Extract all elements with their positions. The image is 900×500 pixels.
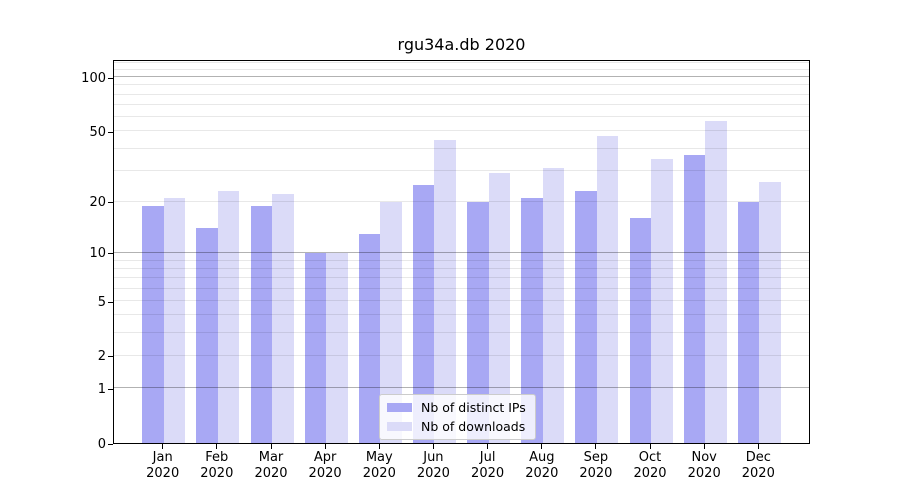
x-tick-label-line: 2020 (146, 466, 180, 481)
x-tick-label-dec-2020: Dec 2020 (730, 450, 786, 482)
x-tick-dec-2020 (757, 444, 759, 449)
y-tick-label-5: 5 (97, 294, 106, 310)
bar-downloads-feb-2020 (217, 191, 240, 443)
x-tick-label-may-2020: May 2020 (351, 450, 407, 482)
y-tick-label-20: 20 (89, 195, 106, 211)
x-tick-label-line: Apr (313, 450, 337, 465)
y-tick-10 (108, 253, 113, 255)
x-tick-label-jan-2020: Jan 2020 (135, 450, 191, 482)
x-tick-label-line: 2020 (741, 466, 775, 481)
bar-downloads-apr-2020 (326, 252, 348, 443)
bar-distinct-ips-apr-2020 (304, 252, 327, 443)
x-tick-label-oct-2020: Oct 2020 (622, 450, 678, 482)
x-tick-label-line: Oct (638, 450, 662, 465)
bar-downloads-aug-2020 (542, 168, 565, 443)
y-tick-label-1: 1 (97, 381, 106, 397)
x-tick-label-line: Jan (152, 450, 173, 465)
x-tick-mar-2020 (270, 444, 272, 449)
bar-downloads-jul-2020 (488, 173, 511, 443)
bar-downloads-jun-2020 (434, 139, 456, 443)
bar-downloads-may-2020 (380, 201, 402, 443)
x-tick-label-line: Feb (205, 450, 229, 465)
bar-distinct-ips-jul-2020 (467, 201, 489, 443)
bar-distinct-ips-nov-2020 (683, 154, 706, 443)
bar-distinct-ips-jun-2020 (412, 184, 435, 443)
x-tick-feb-2020 (216, 444, 218, 449)
x-tick-label-line: Jun (423, 450, 444, 465)
x-tick-label-line: 2020 (633, 466, 667, 481)
bar-distinct-ips-jan-2020 (142, 205, 164, 443)
x-tick-label-nov-2020: Nov 2020 (676, 450, 732, 482)
y-tick-20 (108, 202, 113, 204)
x-tick-label-jul-2020: Jul 2020 (460, 450, 516, 482)
bar-distinct-ips-sep-2020 (575, 191, 597, 443)
x-tick-label-feb-2020: Feb 2020 (189, 450, 245, 482)
bar-distinct-ips-feb-2020 (196, 228, 218, 443)
x-tick-label-jun-2020: Jun 2020 (405, 450, 461, 482)
x-tick-label-line: May (365, 450, 393, 465)
y-tick-50 (108, 131, 113, 133)
x-tick-label-line: Jul (479, 450, 496, 465)
x-tick-label-line: Sep (583, 450, 609, 465)
x-tick-label-line: Nov (691, 450, 717, 465)
x-tick-may-2020 (378, 444, 380, 449)
bar-downloads-jan-2020 (163, 198, 186, 443)
x-tick-apr-2020 (324, 444, 326, 449)
bar-distinct-ips-may-2020 (358, 233, 381, 443)
y-tick-label-50: 50 (89, 124, 106, 140)
bar-distinct-ips-mar-2020 (250, 205, 272, 443)
x-tick-jan-2020 (162, 444, 164, 449)
x-tick-label-line: 2020 (200, 466, 234, 481)
x-tick-nov-2020 (703, 444, 705, 449)
legend-swatch-distinct-ips (387, 403, 412, 412)
x-tick-label-line: 2020 (525, 466, 559, 481)
x-tick-label-line: 2020 (362, 466, 396, 481)
y-tick-0 (108, 443, 113, 445)
x-tick-label-aug-2020: Aug 2020 (514, 450, 570, 482)
x-tick-label-apr-2020: Apr 2020 (297, 450, 353, 482)
x-tick-label-mar-2020: Mar 2020 (243, 450, 299, 482)
bar-downloads-dec-2020 (759, 181, 781, 443)
x-tick-label-line: 2020 (471, 466, 505, 481)
legend-swatch-downloads (387, 422, 412, 431)
x-tick-jul-2020 (487, 444, 489, 449)
x-tick-label-line: Mar (258, 450, 284, 465)
x-tick-label-line: Dec (745, 450, 771, 465)
y-tick-label-10: 10 (89, 246, 106, 262)
y-tick-label-2: 2 (97, 349, 106, 365)
legend-label-downloads: Nb of downloads (421, 419, 526, 434)
legend-item-downloads: Nb of downloads (387, 419, 526, 434)
x-tick-jun-2020 (432, 444, 434, 449)
x-tick-label-line: 2020 (416, 466, 450, 481)
bar-distinct-ips-dec-2020 (737, 201, 760, 443)
y-tick-label-0: 0 (97, 436, 106, 452)
legend-item-distinct-ips: Nb of distinct IPs (387, 400, 526, 415)
x-tick-label-sep-2020: Sep 2020 (568, 450, 624, 482)
x-tick-label-line: 2020 (687, 466, 721, 481)
bars-layer (114, 61, 809, 443)
bar-downloads-oct-2020 (651, 158, 673, 443)
legend-label-distinct-ips: Nb of distinct IPs (421, 400, 526, 415)
bar-downloads-mar-2020 (272, 194, 294, 443)
y-tick-label-100: 100 (81, 70, 106, 86)
x-tick-label-line: Aug (529, 450, 555, 465)
chart-title: rgu34a.db 2020 (397, 35, 526, 54)
x-tick-sep-2020 (595, 444, 597, 449)
bar-downloads-sep-2020 (596, 136, 619, 443)
y-tick-100 (108, 77, 113, 79)
y-tick-1 (108, 388, 113, 390)
legend: Nb of distinct IPs Nb of downloads (379, 394, 536, 440)
x-tick-label-line: 2020 (254, 466, 288, 481)
x-tick-aug-2020 (541, 444, 543, 449)
bar-distinct-ips-aug-2020 (521, 198, 543, 443)
x-tick-oct-2020 (649, 444, 651, 449)
bar-downloads-nov-2020 (705, 121, 727, 443)
x-tick-label-line: 2020 (579, 466, 613, 481)
x-tick-label-line: 2020 (308, 466, 342, 481)
y-tick-5 (108, 301, 113, 303)
plot-area: Nb of distinct IPs Nb of downloads (113, 60, 810, 444)
bar-distinct-ips-oct-2020 (629, 218, 652, 443)
y-tick-2 (108, 356, 113, 358)
